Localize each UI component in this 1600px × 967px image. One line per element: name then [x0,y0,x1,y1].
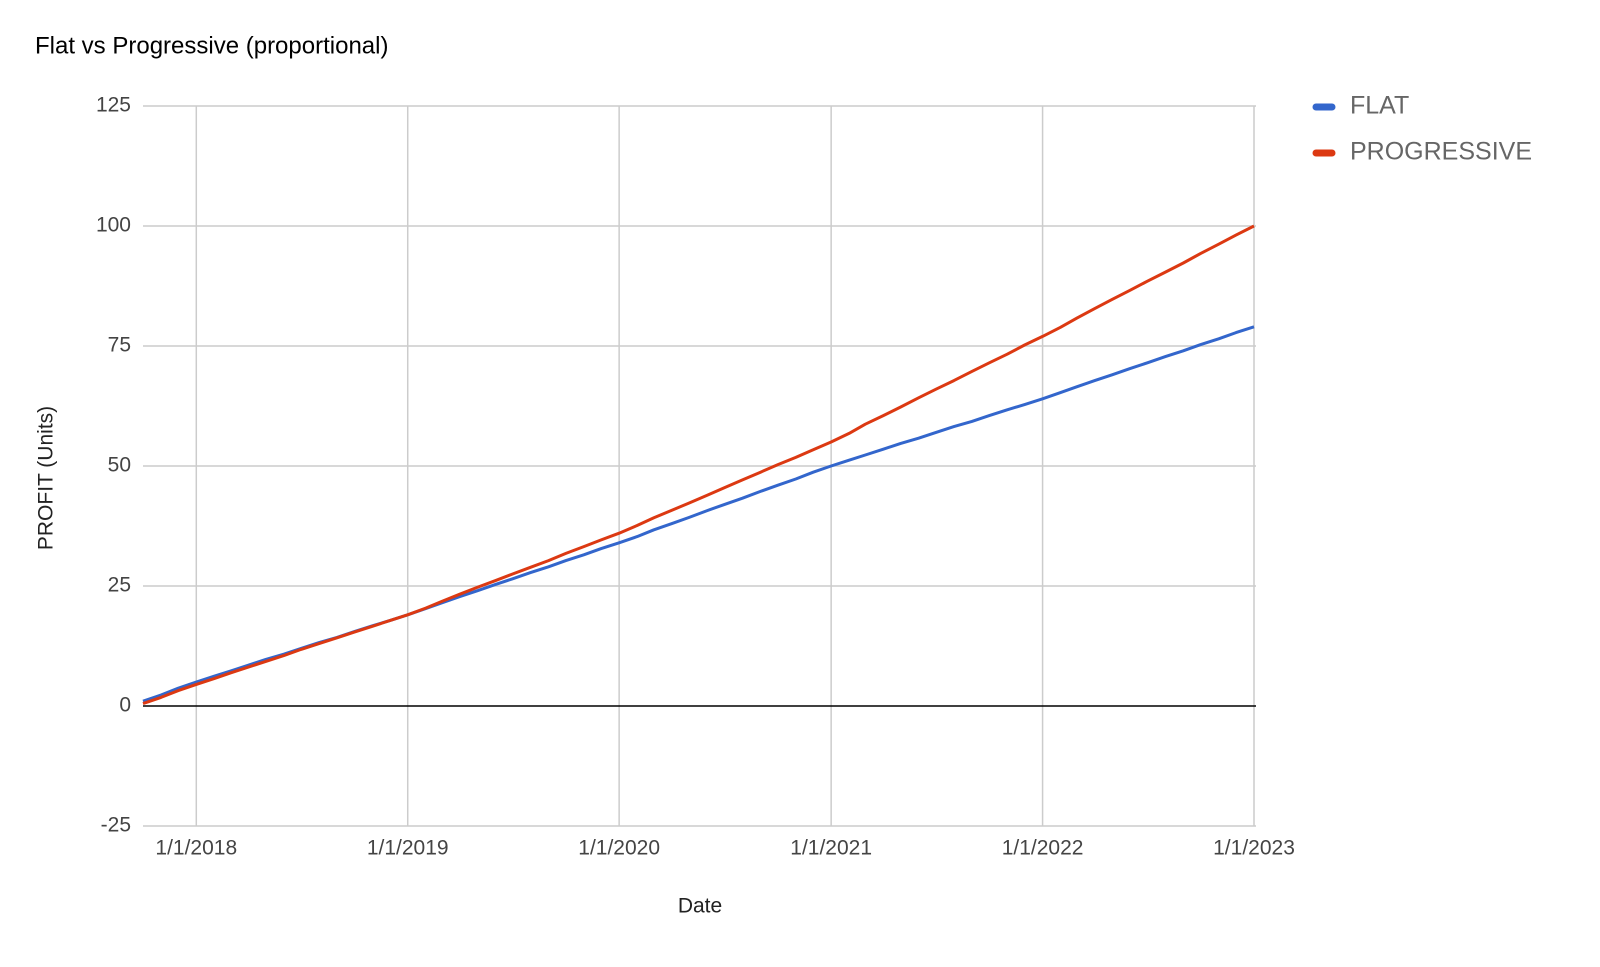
legend-label: FLAT [1350,92,1409,120]
series-line [142,325,1255,703]
x-tick-label: 1/1/2022 [1002,837,1084,860]
x-axis-label: Date [678,895,722,918]
y-tick-label: 25 [108,574,131,597]
x-tick-label: 1/1/2019 [367,837,449,860]
x-tick-label: 1/1/2020 [578,837,660,860]
y-tick-label: 125 [96,94,131,117]
x-tick-label: 1/1/2023 [1213,837,1295,860]
series-line [142,224,1255,706]
y-tick-label: 100 [96,214,131,237]
legend-label: PROGRESSIVE [1350,138,1532,166]
x-tick-label: 1/1/2021 [790,837,872,860]
y-tick-label: 50 [108,454,131,477]
x-tick-label: 1/1/2018 [155,837,237,860]
y-tick-label: 75 [108,334,131,357]
y-tick-label: 0 [119,694,131,717]
y-axis-label: PROFIT (Units) [35,406,58,550]
chart-title: Flat vs Progressive (proportional) [35,32,388,59]
y-tick-label: -25 [101,814,131,837]
